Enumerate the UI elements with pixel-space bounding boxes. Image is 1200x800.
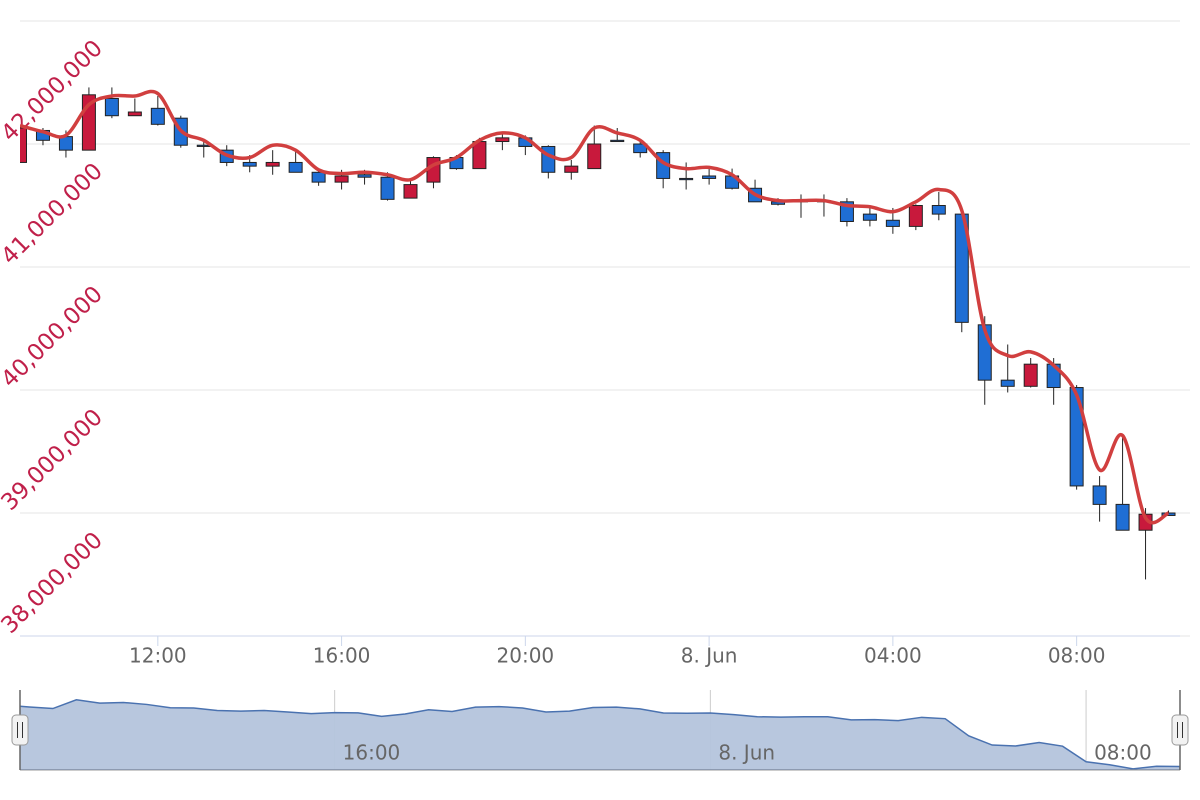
navigator-tick-label: 8. Jun [718, 741, 775, 765]
navigator-handle-box [11, 714, 29, 746]
candle-body [150, 107, 165, 125]
x-tick-label: 20:00 [497, 644, 555, 668]
candle-body [58, 136, 73, 151]
candle-body [357, 174, 372, 178]
x-tick-label: 12:00 [129, 644, 187, 668]
y-tick-label: 41,000,000 [0, 158, 108, 270]
candle-body [1023, 363, 1038, 387]
candle-body [311, 171, 326, 183]
candle-body [679, 177, 694, 181]
x-tick-label: 8. Jun [681, 644, 738, 668]
trend-line [20, 89, 1170, 525]
candle-body [334, 175, 349, 183]
navigator-tick-label: 08:00 [1094, 741, 1152, 765]
candle-body [1000, 379, 1015, 387]
navigator-area [20, 698, 1180, 770]
candle-body [931, 205, 946, 215]
x-tick-label: 04:00 [864, 644, 922, 668]
x-tick-label: 08:00 [1048, 644, 1106, 668]
candle-body [702, 175, 717, 179]
candle-body [564, 165, 579, 173]
y-tick-label: 40,000,000 [0, 281, 108, 393]
candle-body [242, 161, 257, 167]
candle-body [288, 161, 303, 173]
candle-body [127, 111, 142, 117]
candle-body [265, 161, 280, 167]
candle-body [908, 205, 923, 227]
candle-body [104, 97, 119, 117]
candle-body [196, 144, 211, 147]
candle-body [20, 127, 27, 163]
candle-body [1092, 485, 1107, 505]
candle-body [1115, 503, 1130, 531]
candle-body [862, 213, 877, 221]
y-tick-label: 39,000,000 [0, 404, 108, 516]
candle-body [587, 143, 602, 170]
navigator-handle[interactable] [11, 714, 29, 746]
y-tick-label: 38,000,000 [0, 527, 108, 639]
candle-body [495, 137, 510, 143]
navigator-tick-label: 16:00 [343, 741, 401, 765]
candle-body [403, 184, 418, 199]
candle-body [610, 139, 625, 143]
candle-body [885, 219, 900, 227]
candle-body [472, 141, 487, 170]
navigator-handle-box [1171, 714, 1189, 746]
navigator-handle[interactable] [1171, 714, 1189, 746]
candle-body [1069, 387, 1084, 487]
candles [20, 87, 1176, 580]
candle-body [380, 176, 395, 200]
x-tick-label: 16:00 [313, 644, 371, 668]
